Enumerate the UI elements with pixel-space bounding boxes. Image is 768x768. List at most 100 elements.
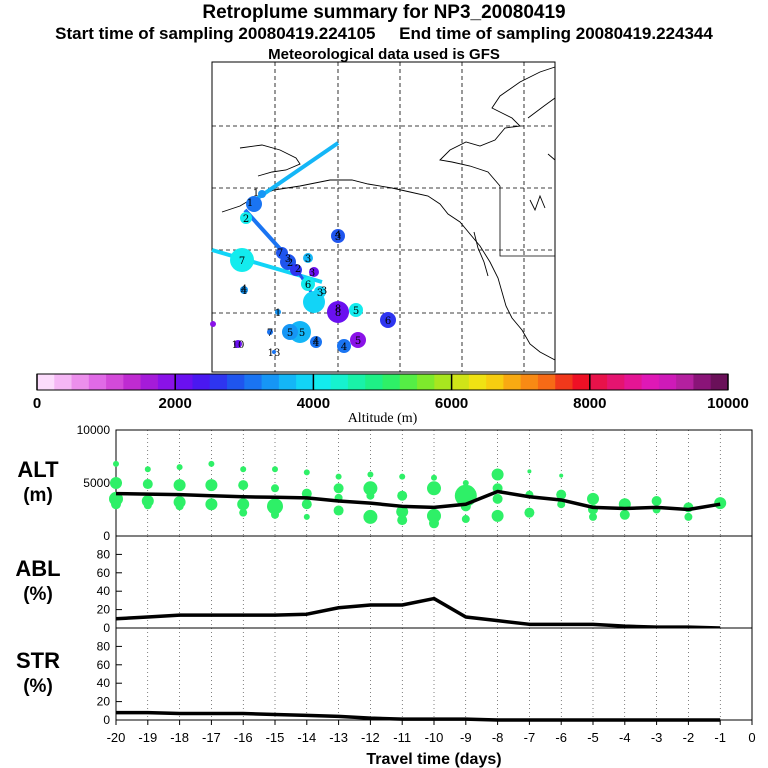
map-point-label: 7 [267, 328, 273, 339]
alt-bubble [173, 479, 186, 492]
alt-bubble [143, 501, 152, 510]
mean-line [115, 489, 721, 512]
map-point [210, 321, 216, 327]
x-tick-label: -19 [138, 730, 157, 745]
alt-bubble [524, 507, 535, 518]
y-tick-label: 0 [103, 529, 110, 543]
map-point-label: 10 [232, 340, 245, 351]
map-point-label: 2 [295, 264, 301, 275]
y-tick-label: 20 [97, 695, 111, 709]
alt-bubble [333, 483, 344, 494]
alt-bubble [237, 498, 250, 511]
alt-bubble [462, 480, 469, 486]
map-point [282, 324, 298, 340]
alt-bubble [271, 484, 279, 493]
y-tick-label: 0 [103, 621, 110, 635]
colorbar-swatch [106, 374, 124, 390]
y-tick-label: 40 [97, 584, 111, 598]
map-point [290, 264, 302, 276]
map-point [275, 309, 281, 315]
map-borders [499, 186, 555, 257]
colorbar-swatch [330, 374, 349, 390]
altitude-colorbar: 0 2000 4000 6000 8000 10000 Altitude (m) [33, 373, 749, 426]
panel-yunits: (m) [23, 485, 53, 506]
colorbar-swatch [537, 374, 556, 390]
x-tick-label: -11 [393, 730, 411, 745]
alt-bubble [427, 508, 441, 523]
colorbar-swatch [227, 374, 245, 390]
colorbar-swatch [157, 374, 176, 390]
alt-bubble [399, 473, 406, 480]
colorbar-swatch [365, 374, 383, 390]
alt-bubble [111, 499, 121, 510]
alt-bubble [397, 490, 408, 501]
map-point-label: 2 [287, 258, 293, 269]
map-point [349, 303, 363, 317]
panel-ylabel: ABL [15, 556, 60, 581]
panel-yunits: (%) [23, 676, 53, 697]
colorbar-swatch [209, 374, 228, 390]
map-point [272, 350, 276, 354]
map-point-label: 6 [305, 280, 311, 291]
colorbar-tick-label: 4000 [297, 395, 330, 412]
map-point-label: 3 [305, 254, 311, 265]
alt-bubble [363, 481, 378, 496]
end-time-label: End time of sampling 20080419.224344 [399, 24, 713, 43]
alt-bubble [238, 480, 249, 491]
map-point [303, 253, 313, 263]
map-point-label: 4 [313, 336, 319, 347]
colorbar-swatch [468, 374, 487, 390]
colorbar-swatch [54, 374, 73, 390]
map-grid [212, 62, 555, 372]
alt-bubble [267, 498, 283, 515]
colorbar-swatch [417, 374, 435, 390]
alt-bubble [429, 518, 439, 529]
alt-bubble [427, 481, 441, 496]
alt-bubble [110, 477, 122, 489]
alt-bubble [113, 460, 119, 467]
alt-bubble [363, 509, 378, 524]
map-point [258, 190, 266, 198]
map-point-label: 13 [268, 348, 281, 359]
x-tick-label: -16 [234, 730, 253, 745]
colorbar-swatch [175, 374, 193, 390]
alt-bubble [208, 460, 215, 467]
alt-bubble [176, 464, 183, 471]
map-point [380, 312, 396, 328]
x-tick-label: -15 [266, 730, 285, 745]
map-point-label: 8 [335, 308, 341, 319]
mean-line [116, 710, 721, 722]
alt-bubble [205, 479, 218, 492]
alt-bubble [142, 479, 153, 490]
map-point-label: 3 [321, 286, 327, 297]
map-point-label: 4 [313, 338, 319, 349]
x-tick-label: -6 [555, 730, 567, 745]
colorbar-swatch [71, 374, 90, 390]
alt-bubble [205, 498, 218, 511]
map-point-label: 5 [355, 336, 361, 347]
y-tick-label: 80 [97, 639, 111, 653]
alt-bubble [303, 513, 310, 520]
map-point [240, 212, 252, 224]
x-tick-label: -5 [587, 730, 599, 745]
map-point [267, 329, 273, 335]
map-point-label: 3 [285, 254, 291, 265]
map-point-label: 4 [241, 284, 247, 295]
map-point [234, 340, 242, 348]
map-point-label: 3 [309, 268, 315, 279]
alt-bubble [366, 491, 375, 500]
alt-bubble [396, 505, 409, 518]
map-point [327, 301, 349, 323]
y-tick-label: 60 [97, 658, 111, 672]
colorbar-swatch [520, 374, 539, 390]
map-point [309, 267, 319, 277]
x-tick-label: -7 [524, 730, 536, 745]
map-point [350, 332, 366, 348]
map-point-label: 1 [253, 188, 259, 199]
colorbar-swatch [641, 374, 660, 390]
colorbar-tick-label: 8000 [573, 395, 606, 412]
y-tick-label: 40 [97, 676, 111, 690]
y-tick-label: 80 [97, 547, 111, 561]
